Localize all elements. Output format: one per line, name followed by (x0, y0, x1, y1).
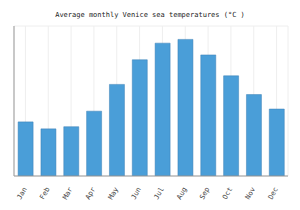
svg-text:Mar: Mar (61, 186, 74, 201)
svg-text:Aug: Aug (175, 186, 188, 201)
svg-text:Sep: Sep (198, 186, 211, 201)
svg-text:Feb: Feb (38, 186, 51, 201)
svg-text:Jan: Jan (16, 186, 29, 201)
svg-text:Nov: Nov (244, 186, 257, 201)
svg-text:Dec: Dec (267, 186, 280, 201)
html-text:Average monthly Venice sea tem: Average monthly Venice sea temperatures … (55, 11, 245, 19)
svg-text:Apr: Apr (84, 186, 97, 201)
svg-text:Jul: Jul (153, 186, 166, 201)
svg-text:May: May (107, 186, 120, 201)
svg-text:Oct: Oct (221, 186, 234, 201)
svg-text:Jun: Jun (130, 186, 143, 201)
